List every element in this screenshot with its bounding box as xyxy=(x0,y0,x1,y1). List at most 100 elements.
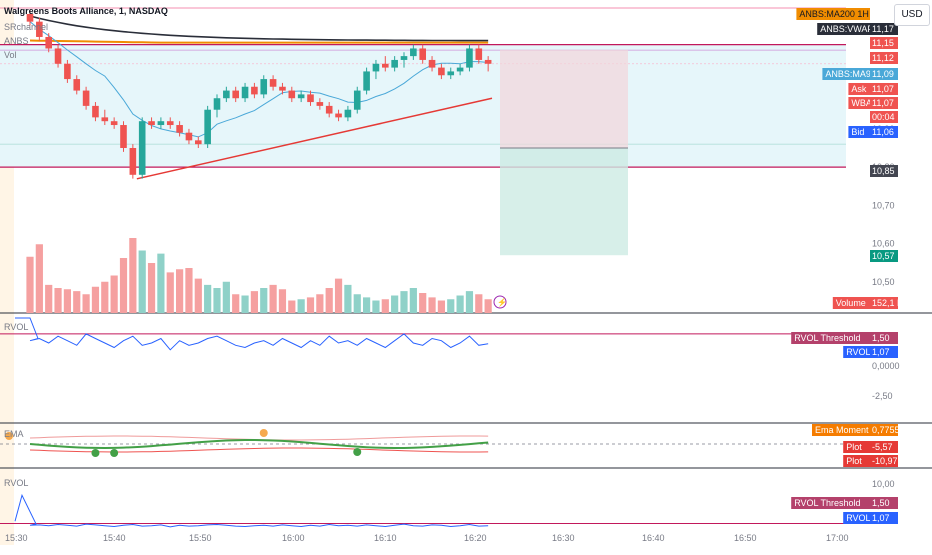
candle-body xyxy=(36,21,43,37)
ema-plot1-badge-value-bg xyxy=(870,441,898,453)
rvol2-current-badge[interactable]: RVOL 1,07 xyxy=(843,512,898,524)
candle-body xyxy=(251,86,258,95)
candle-body xyxy=(110,121,118,126)
ema-pane-title[interactable]: EMA xyxy=(4,429,24,439)
volume-bar xyxy=(344,284,352,313)
rvol2-line xyxy=(14,493,489,528)
ema-moment-line xyxy=(29,439,489,450)
legend-srchannel[interactable]: SRchannel xyxy=(4,22,49,32)
rvol2-current-badge-value-bg xyxy=(870,512,898,524)
volume-bar xyxy=(391,295,399,313)
rvol-pane-title[interactable]: RVOL xyxy=(4,322,29,332)
price-axis-label: 10,50 xyxy=(872,277,895,287)
vwap-badge-value: 11,17 xyxy=(872,24,894,34)
volume-bar xyxy=(409,288,417,313)
volume-badge-value-bg xyxy=(870,297,898,309)
candle-body xyxy=(269,79,277,87)
volume-badge[interactable]: Volume 152,1 K xyxy=(832,297,903,309)
volume-bar xyxy=(232,294,240,313)
ask-badge[interactable]: Ask 11,07 xyxy=(848,83,898,95)
price-11-12[interactable]: 11,12 xyxy=(870,52,898,64)
ema-signal-dot xyxy=(110,449,119,457)
ema-plot1-badge-value: -5,57 xyxy=(872,442,893,452)
rvol-threshold-badge[interactable]: RVOL Threshold 1,50 xyxy=(791,332,898,344)
candle-body xyxy=(382,63,389,68)
volume-badge-value: 152,1 K xyxy=(872,298,903,308)
volume-bar xyxy=(456,295,464,313)
volume-bar xyxy=(269,284,277,313)
rvol-current-badge-value: 1,07 xyxy=(872,347,890,357)
currency-button[interactable]: USD xyxy=(894,4,930,26)
ema-moment-badge[interactable]: Ema Moment 0,7755 xyxy=(812,424,900,436)
ema-plot1-badge-label: Plot xyxy=(846,442,862,452)
symbol-interval: 1 xyxy=(118,6,124,16)
ema-plot2-badge[interactable]: Plot -10,97 xyxy=(843,455,898,467)
volume-bar xyxy=(325,288,333,313)
candle-body xyxy=(316,102,324,106)
price-10-57-value: 10,57 xyxy=(872,251,895,261)
candle-body xyxy=(410,48,417,57)
volume-bar xyxy=(241,295,249,313)
rvol2-threshold-badge-value: 1,50 xyxy=(872,498,890,508)
volume-bar xyxy=(465,291,474,313)
rvol-current-badge[interactable]: RVOL 1,07 xyxy=(843,346,898,358)
ma200-line xyxy=(29,39,489,44)
price-10-85-value: 10,85 xyxy=(872,166,895,176)
time-axis-label: 15:40 xyxy=(103,533,126,543)
ema-moment-badge-label: Ema Moment xyxy=(815,425,869,435)
rvol2-threshold-badge[interactable]: RVOL Threshold 1,50 xyxy=(791,497,898,509)
symbol-exchange: NASDAQ xyxy=(128,6,168,16)
legend-anbs[interactable]: ANBS xyxy=(4,36,29,46)
bid-badge[interactable]: Bid 11,06 xyxy=(848,126,898,138)
candle-body xyxy=(428,59,436,68)
candle-body xyxy=(54,48,62,64)
volume-bar xyxy=(35,244,43,313)
ema-moment-badge-value: 0,7755 xyxy=(872,425,900,435)
symbol-legend[interactable]: Walgreens Boots Alliance, 1, NASDAQ xyxy=(4,6,168,16)
candle-body xyxy=(438,67,445,76)
time-axis-label: 16:50 xyxy=(734,533,757,543)
time-axis-label: 16:20 xyxy=(464,533,487,543)
volume-bar xyxy=(147,263,156,313)
price-10-85[interactable]: 10,85 xyxy=(870,165,898,177)
volume-bar xyxy=(129,238,137,313)
legend-vol[interactable]: Vol xyxy=(4,50,17,60)
ema-plot1-badge[interactable]: Plot -5,57 xyxy=(843,441,898,453)
price-axis-label: 10,70 xyxy=(872,200,895,210)
candle-body xyxy=(456,67,464,72)
ema-plot2-badge-value: -10,97 xyxy=(872,456,898,466)
countdown-badge[interactable]: 00:04 xyxy=(870,111,898,123)
rvol2-axis-label: 10,00 xyxy=(872,479,895,489)
volume-bar xyxy=(222,281,230,313)
ema-lower-band xyxy=(29,447,489,453)
candle-body xyxy=(419,48,426,60)
time-axis-label: 16:10 xyxy=(374,533,397,543)
volume-bar xyxy=(157,253,165,313)
volume-bar xyxy=(353,294,361,313)
ma200-badge[interactable]: ANBS:MA200 1H xyxy=(796,8,870,20)
candle-body xyxy=(447,71,455,76)
ema-plot2-badge-value-bg xyxy=(870,455,898,467)
vwap-badge-label: ANBS:VWAP xyxy=(820,24,873,34)
rvol2-current-badge-label-bg xyxy=(843,512,870,524)
bid-badge-value-bg xyxy=(870,126,898,138)
rvol2-pane-title[interactable]: RVOL xyxy=(4,478,29,488)
volume-bar xyxy=(26,256,34,313)
bid-badge-value: 11,06 xyxy=(872,127,894,137)
price-10-85-value-bg xyxy=(870,165,898,177)
rvol-threshold-badge-value: 1,50 xyxy=(872,333,890,343)
price-11-15[interactable]: 11,15 xyxy=(870,37,898,49)
rvol-threshold-badge-value-bg xyxy=(870,332,898,344)
rvol2-threshold-badge-label: RVOL Threshold xyxy=(794,498,860,508)
position-target-zone xyxy=(500,148,628,256)
wba-badge[interactable]: WBA 11,07 xyxy=(848,97,898,109)
ask-badge-value: 11,07 xyxy=(872,84,894,94)
ma9-badge[interactable]: ANBS:MA9 11,09 xyxy=(822,68,898,80)
ema-signal-dot xyxy=(353,448,362,456)
price-10-57[interactable]: 10,57 xyxy=(870,250,898,262)
candle-body xyxy=(260,79,268,95)
candle-body xyxy=(148,121,155,126)
